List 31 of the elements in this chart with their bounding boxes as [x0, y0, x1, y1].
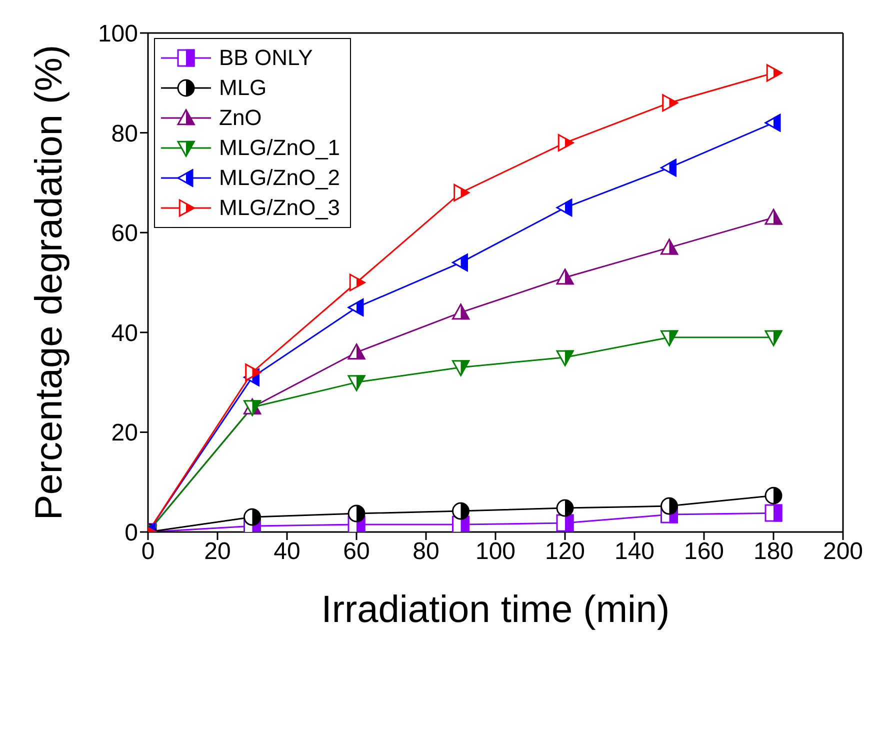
y-tick-label: 20: [111, 420, 138, 447]
legend-label: ZnO: [219, 105, 262, 131]
y-tick-label: 80: [111, 120, 138, 148]
x-tick-label: 100: [475, 538, 516, 566]
x-tick-label: 60: [343, 538, 370, 566]
x-axis-title: Irradiation time (min): [321, 589, 670, 631]
legend-label: BB ONLY: [219, 45, 313, 71]
x-tick-label: 20: [204, 538, 231, 566]
y-tick-label: 100: [98, 20, 138, 48]
y-tick-label: 60: [111, 220, 138, 248]
legend-label: MLG: [219, 75, 267, 101]
point: [452, 502, 470, 520]
y-tick-label: 40: [111, 320, 138, 347]
point: [764, 486, 782, 504]
legend-label: MLG/ZnO_3: [219, 195, 340, 221]
legend-label: MLG/ZnO_2: [219, 165, 340, 191]
x-tick-label: 200: [822, 538, 864, 566]
x-tick-label: 160: [684, 538, 724, 566]
x-tick-label: 80: [412, 538, 440, 566]
legend-label: MLG/ZnO_1: [219, 135, 340, 161]
x-tick-label: 40: [274, 538, 300, 566]
point: [348, 504, 366, 522]
y-tick-label: 0: [124, 520, 138, 547]
point: [244, 508, 261, 526]
point: [660, 497, 678, 515]
x-tick-label: 0: [141, 538, 155, 566]
point: [556, 499, 574, 517]
y-axis-title: Percentage degradation (%): [28, 44, 70, 520]
x-tick-label: 140: [614, 538, 655, 566]
x-tick-label: 120: [544, 538, 586, 566]
x-tick-label: 180: [753, 538, 794, 566]
